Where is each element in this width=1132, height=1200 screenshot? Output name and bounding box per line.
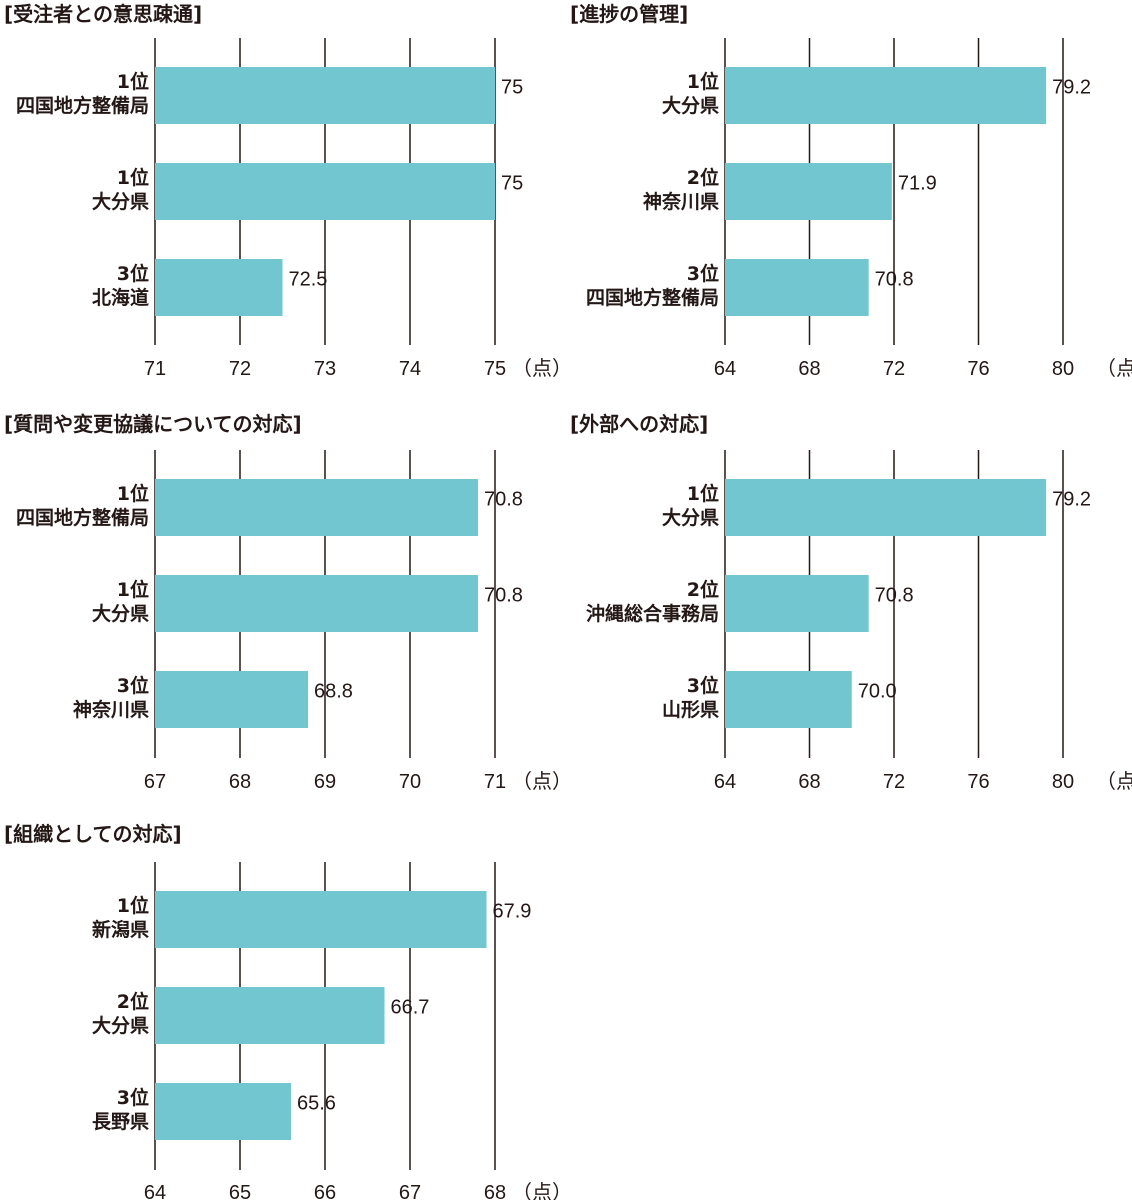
rank-label: 3位 bbox=[687, 262, 719, 285]
chart-title: [質問や変更協議についての対応] bbox=[4, 412, 302, 436]
value-label: 66.7 bbox=[391, 997, 430, 1019]
category-label: 北海道 bbox=[92, 286, 149, 309]
category-label: 神奈川県 bbox=[643, 190, 719, 213]
x-axis-unit: （点） bbox=[1096, 770, 1132, 793]
x-tick-label: 70 bbox=[399, 771, 421, 793]
rank-label: 1位 bbox=[687, 70, 719, 93]
value-label: 70.8 bbox=[484, 489, 523, 511]
x-tick-label: 72 bbox=[883, 358, 905, 380]
value-label: 70.8 bbox=[875, 585, 914, 607]
x-tick-label: 80 bbox=[1052, 771, 1074, 793]
rank-label: 1位 bbox=[117, 482, 149, 505]
value-label: 65.6 bbox=[297, 1093, 336, 1115]
bar bbox=[155, 1083, 291, 1140]
category-label: 四国地方整備局 bbox=[16, 94, 149, 117]
value-label: 67.9 bbox=[493, 901, 532, 923]
rank-label: 2位 bbox=[687, 578, 719, 601]
rank-label: 1位 bbox=[687, 482, 719, 505]
x-tick-label: 64 bbox=[714, 358, 736, 380]
x-tick-label: 74 bbox=[399, 358, 421, 380]
value-label: 75 bbox=[501, 77, 523, 99]
bar bbox=[155, 891, 487, 948]
x-tick-label: 68 bbox=[484, 1182, 506, 1200]
x-tick-label: 67 bbox=[144, 771, 166, 793]
rank-label: 3位 bbox=[117, 674, 149, 697]
bar bbox=[725, 575, 869, 632]
bar bbox=[155, 987, 385, 1044]
x-tick-label: 76 bbox=[967, 358, 989, 380]
value-label: 72.5 bbox=[289, 269, 328, 291]
chart-title: [進捗の管理] bbox=[570, 2, 688, 26]
bar bbox=[725, 163, 892, 220]
rank-label: 3位 bbox=[687, 674, 719, 697]
chart-title: [組織としての対応] bbox=[4, 822, 182, 846]
rank-label: 3位 bbox=[117, 262, 149, 285]
category-label: 大分県 bbox=[662, 94, 719, 117]
bar bbox=[155, 163, 495, 220]
x-tick-label: 71 bbox=[484, 771, 506, 793]
value-label: 70.0 bbox=[858, 681, 897, 703]
bar bbox=[725, 259, 869, 316]
category-label: 新潟県 bbox=[92, 918, 149, 941]
rank-label: 1位 bbox=[117, 166, 149, 189]
bar bbox=[155, 671, 308, 728]
x-tick-label: 72 bbox=[883, 771, 905, 793]
x-tick-label: 64 bbox=[714, 771, 736, 793]
rank-label: 1位 bbox=[117, 70, 149, 93]
value-label: 68.8 bbox=[314, 681, 353, 703]
category-label: 四国地方整備局 bbox=[586, 286, 719, 309]
bar bbox=[725, 671, 852, 728]
category-label: 大分県 bbox=[92, 602, 149, 625]
category-label: 長野県 bbox=[92, 1111, 149, 1133]
x-tick-label: 64 bbox=[144, 1182, 166, 1200]
bar bbox=[725, 479, 1047, 536]
x-tick-label: 73 bbox=[314, 358, 336, 380]
chart-title: [受注者との意思疎通] bbox=[4, 2, 202, 26]
rank-label: 2位 bbox=[117, 990, 149, 1013]
x-tick-label: 72 bbox=[229, 358, 251, 380]
chart-title: [外部への対応] bbox=[570, 412, 708, 436]
value-label: 79.2 bbox=[1052, 77, 1091, 99]
category-label: 山形県 bbox=[662, 699, 719, 721]
x-tick-label: 66 bbox=[314, 1182, 336, 1200]
bar bbox=[155, 67, 495, 124]
bar bbox=[155, 259, 283, 316]
rank-label: 1位 bbox=[117, 578, 149, 601]
value-label: 70.8 bbox=[875, 269, 914, 291]
bar bbox=[725, 67, 1047, 124]
x-tick-label: 76 bbox=[967, 771, 989, 793]
bar bbox=[155, 479, 478, 536]
value-label: 70.8 bbox=[484, 585, 523, 607]
value-label: 75 bbox=[501, 173, 523, 195]
x-tick-label: 68 bbox=[229, 771, 251, 793]
category-label: 沖縄総合事務局 bbox=[586, 602, 719, 625]
rank-label: 1位 bbox=[117, 894, 149, 917]
rank-label: 3位 bbox=[117, 1086, 149, 1109]
category-label: 大分県 bbox=[92, 190, 149, 213]
category-label: 大分県 bbox=[92, 1014, 149, 1037]
value-label: 79.2 bbox=[1052, 489, 1091, 511]
x-tick-label: 80 bbox=[1052, 358, 1074, 380]
x-tick-label: 71 bbox=[144, 358, 166, 380]
category-label: 大分県 bbox=[662, 506, 719, 529]
x-tick-label: 68 bbox=[798, 771, 820, 793]
bar bbox=[155, 575, 478, 632]
x-axis-unit: （点） bbox=[1096, 357, 1132, 380]
x-axis-unit: （点） bbox=[512, 770, 572, 793]
rank-label: 2位 bbox=[687, 166, 719, 189]
category-label: 四国地方整備局 bbox=[16, 506, 149, 529]
x-tick-label: 67 bbox=[399, 1182, 421, 1200]
value-label: 71.9 bbox=[898, 173, 937, 195]
x-tick-label: 68 bbox=[798, 358, 820, 380]
x-tick-label: 75 bbox=[484, 358, 506, 380]
x-tick-label: 69 bbox=[314, 771, 336, 793]
x-tick-label: 65 bbox=[229, 1182, 251, 1200]
category-label: 神奈川県 bbox=[73, 698, 149, 721]
x-axis-unit: （点） bbox=[512, 357, 572, 380]
x-axis-unit: （点） bbox=[512, 1181, 572, 1200]
